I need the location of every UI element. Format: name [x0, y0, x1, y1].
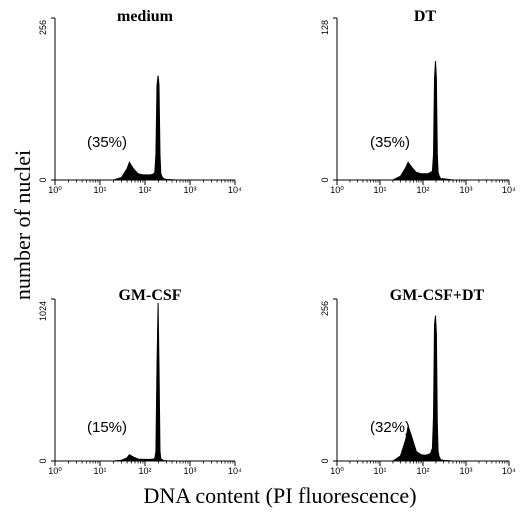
x-tick-label: 10⁰	[330, 466, 344, 476]
panel-title: GM-CSF+DT	[390, 287, 485, 304]
x-tick-label: 10⁴	[228, 185, 242, 195]
x-tick-label: 10⁰	[48, 466, 62, 476]
hypodiploid-percent-label: (15%)	[87, 419, 127, 436]
histogram-area	[55, 302, 235, 462]
y-tick-label: 256	[38, 20, 48, 35]
histogram-panel: 10⁰ 10¹ 10² 10³ 10⁴ 0 1024 GM-CSF (15%)	[38, 287, 242, 476]
x-tick-label: 10³	[183, 185, 196, 195]
x-tick-label: 10¹	[93, 466, 106, 476]
x-tick-label: 10⁴	[502, 185, 516, 195]
y-tick-label: 128	[320, 20, 330, 35]
y-tick-label: 1024	[38, 301, 48, 321]
hypodiploid-percent-label: (35%)	[87, 134, 127, 151]
y-tick-label: 256	[320, 301, 330, 316]
x-tick-label: 10⁴	[502, 466, 516, 476]
x-tick-label: 10³	[183, 466, 196, 476]
y-tick-label: 0	[38, 458, 48, 463]
hypodiploid-percent-label: (35%)	[370, 134, 410, 151]
x-tick-label: 10²	[138, 466, 151, 476]
y-tick-label: 0	[320, 458, 330, 463]
histogram-panel: 10⁰ 10¹ 10² 10³ 10⁴ 0 128 DT (35%)	[320, 8, 516, 195]
panel-title: GM-CSF	[118, 287, 181, 304]
x-tick-label: 10⁰	[48, 185, 62, 195]
x-axis-label: DNA content (PI fluorescence)	[143, 483, 417, 508]
x-tick-label: 10¹	[93, 185, 106, 195]
hypodiploid-percent-label: (32%)	[370, 419, 410, 436]
x-tick-label: 10⁰	[330, 185, 344, 195]
x-tick-label: 10²	[416, 185, 429, 195]
histogram-area	[55, 75, 235, 181]
histogram-area	[337, 60, 509, 181]
x-tick-label: 10¹	[373, 466, 386, 476]
histogram-area	[337, 315, 509, 462]
panel-title: medium	[117, 8, 174, 25]
x-tick-label: 10³	[459, 466, 472, 476]
histogram-panel: 10⁰ 10¹ 10² 10³ 10⁴ 0 256 medium (35%)	[38, 8, 242, 195]
y-tick-label: 0	[320, 177, 330, 182]
x-tick-label: 10²	[416, 466, 429, 476]
x-tick-label: 10³	[459, 185, 472, 195]
histogram-panel: 10⁰ 10¹ 10² 10³ 10⁴ 0 256 GM-CSF+DT (32%)	[320, 287, 516, 476]
x-tick-label: 10¹	[373, 185, 386, 195]
panel-title: DT	[414, 8, 437, 25]
x-tick-label: 10²	[138, 185, 151, 195]
y-tick-label: 0	[38, 177, 48, 182]
x-tick-label: 10⁴	[228, 466, 242, 476]
